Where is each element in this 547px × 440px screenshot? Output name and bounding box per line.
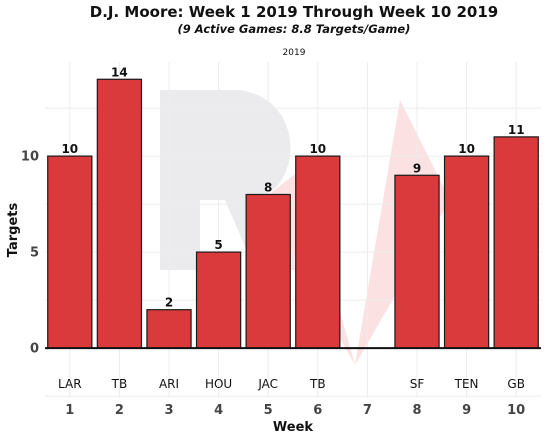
x-tick-label: 10 [507, 403, 525, 418]
opponent-label: JAC [257, 377, 278, 391]
y-tick-label: 10 [21, 150, 39, 165]
opponent-label: ARI [159, 377, 179, 391]
bar-value-label: 5 [214, 238, 222, 252]
x-tick-label: 9 [462, 403, 471, 418]
x-tick-label: 3 [164, 403, 173, 418]
x-tick-label: 5 [264, 403, 273, 418]
bar-week-3 [146, 309, 192, 349]
bars-layer [45, 78, 541, 350]
opponent-label: SF [410, 377, 425, 391]
bar-week-10 [493, 136, 539, 349]
opponent-label: GB [507, 377, 525, 391]
chart-title: D.J. Moore: Week 1 2019 Through Week 10 … [90, 3, 499, 21]
bar-value-label: 10 [309, 142, 326, 156]
opponent-label: HOU [205, 377, 232, 391]
opponent-label: LAR [58, 377, 82, 391]
y-axis-label: Targets [6, 203, 21, 258]
bar-week-6 [295, 155, 341, 349]
x-tick-label: 4 [214, 403, 223, 418]
x-tick-label: 6 [313, 403, 322, 418]
bar-week-9 [443, 155, 490, 349]
bar-value-label: 8 [264, 180, 272, 194]
bar-week-8 [394, 174, 440, 349]
bar-value-label: 14 [111, 65, 128, 79]
opponent-label: TEN [454, 377, 479, 391]
bar-value-label: 10 [61, 142, 78, 156]
bar-value-label: 2 [165, 296, 173, 310]
y-tick-label: 0 [30, 342, 39, 357]
bar-week-1 [47, 155, 93, 349]
facet-label: 2019 [283, 48, 306, 58]
x-tick-label: 8 [412, 403, 421, 418]
opponent-label: TB [309, 377, 326, 391]
y-tick-label: 5 [30, 246, 39, 261]
chart-subtitle: (9 Active Games: 8.8 Targets/Game) [178, 22, 411, 36]
bar-week-2 [96, 78, 143, 349]
bar-value-label: 10 [458, 142, 475, 156]
bar-week-5 [245, 193, 291, 349]
x-tick-label: 2 [115, 403, 124, 418]
x-axis-label: Week [273, 420, 314, 435]
x-tick-label: 7 [363, 403, 372, 418]
x-tick-label: 1 [65, 403, 74, 418]
bar-value-label: 9 [413, 161, 421, 175]
bar-week-4 [195, 251, 242, 349]
labels-layer: 0 5 10 10 14 2 5 8 10 9 10 11 LAR 1 TB 2 ARI 3 HOU 4 JAC 5 TB 6… [21, 65, 525, 418]
bar-value-label: 11 [508, 123, 525, 137]
opponent-label: TB [111, 377, 128, 391]
